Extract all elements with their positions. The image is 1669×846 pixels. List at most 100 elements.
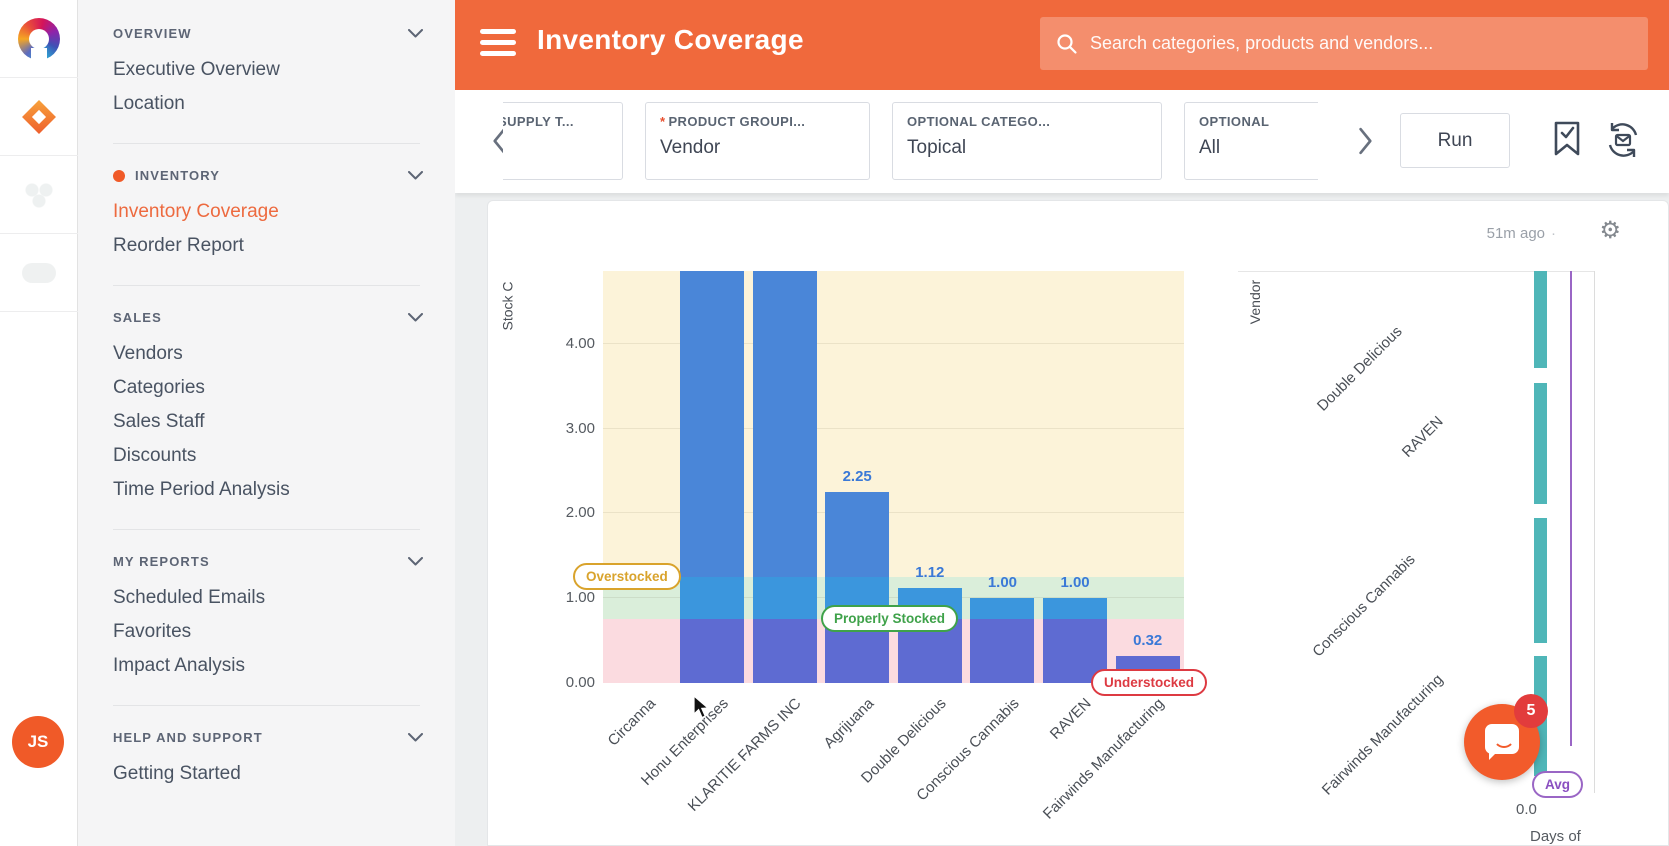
last-updated-label: 51m ago · xyxy=(1486,225,1556,242)
bar-value-label: 1.00 xyxy=(1060,574,1090,592)
sidebar-item-vendors[interactable]: Vendors xyxy=(113,343,183,364)
sidebar-item-sales-staff[interactable]: Sales Staff xyxy=(113,411,205,432)
sidebar-item-scheduled-emails[interactable]: Scheduled Emails xyxy=(113,587,266,608)
x-category-label: RAVEN xyxy=(1047,695,1096,743)
right-category-label: Conscious Cannabis xyxy=(1309,551,1420,661)
filter-card-label: OPTIONAL CATEGO... xyxy=(907,114,1051,129)
hbar-double-delicious[interactable] xyxy=(1534,271,1547,368)
hamburger-menu-icon[interactable] xyxy=(480,29,516,59)
bar-klaritie-farms-inc[interactable] xyxy=(752,577,817,620)
filter-bar: SUPPLY T... * PRODUCT GROUPI... Vendor OPTIO… xyxy=(455,90,1669,193)
sidebar-section-header[interactable]: INVENTORY xyxy=(113,168,423,183)
y-tick-label: 2.00 xyxy=(565,504,595,522)
search-input[interactable] xyxy=(1090,33,1632,54)
hbar-conscious-cannabis[interactable] xyxy=(1534,518,1547,643)
right-category-label: Fairwinds Manufacturing xyxy=(1318,671,1447,799)
diamond-icon xyxy=(22,99,56,134)
sidebar-item-getting-started[interactable]: Getting Started xyxy=(113,763,241,784)
filter-card-supply-t-[interactable]: SUPPLY T... xyxy=(503,102,623,180)
required-asterisk: * xyxy=(660,114,666,129)
bar-honu-enterprises[interactable] xyxy=(679,577,744,620)
sidebar-item-discounts[interactable]: Discounts xyxy=(113,445,197,466)
filter-card-label: PRODUCT GROUPI... xyxy=(668,114,806,129)
right-chart-y-axis-label: Vendor xyxy=(1247,279,1264,325)
rail-item-3[interactable] xyxy=(0,234,78,312)
sidebar-section-title: OVERVIEW xyxy=(113,26,192,41)
sidebar-item-favorites[interactable]: Favorites xyxy=(113,621,192,642)
rail-item-2[interactable] xyxy=(0,156,78,234)
filter-card-label: SUPPLY T... xyxy=(503,114,574,129)
sidebar-item-time-period-analysis[interactable]: Time Period Analysis xyxy=(113,479,290,500)
report-card: 51m ago · ⚙ Stock C Vendor Double Delicio… xyxy=(487,200,1669,846)
right-plot-border xyxy=(1594,271,1595,793)
filter-card-product-groupi-[interactable]: * PRODUCT GROUPI... Vendor xyxy=(645,102,870,180)
y-tick-label: 1.00 xyxy=(565,589,595,607)
right-x-tick-label: 0.0 xyxy=(1516,801,1537,818)
filter-card-value: Vendor xyxy=(660,137,721,158)
avg-reference-line xyxy=(1570,271,1572,746)
bookmark-check-icon[interactable] xyxy=(1553,120,1581,158)
cloud-icon xyxy=(22,262,56,283)
bar-klaritie-farms-inc[interactable] xyxy=(752,619,817,683)
bar-value-label: 1.00 xyxy=(987,574,1018,592)
run-button[interactable]: Run xyxy=(1400,113,1510,168)
sidebar-item-executive-overview[interactable]: Executive Overview xyxy=(113,59,280,80)
filter-card-optional[interactable]: OPTIONAL All xyxy=(1184,102,1318,180)
bar-value-label: 1.12 xyxy=(915,564,945,582)
rail-item-active[interactable] xyxy=(0,78,78,156)
sidebar-section-title: HELP AND SUPPORT xyxy=(113,730,263,745)
left-chart-y-axis-label: Stock C xyxy=(499,281,516,331)
sidebar-section-header[interactable]: MY REPORTS xyxy=(113,554,423,569)
filters-scroll-right-icon[interactable] xyxy=(1355,126,1377,156)
sidebar-item-reorder-report[interactable]: Reorder Report xyxy=(113,235,244,256)
chat-bubble-icon xyxy=(1485,724,1519,760)
right-x-axis-label: Days of xyxy=(1530,828,1581,845)
bar-klaritie-farms-inc[interactable] xyxy=(752,271,817,578)
sidebar-divider xyxy=(113,143,420,144)
bar-honu-enterprises[interactable] xyxy=(679,271,744,578)
schedule-email-icon[interactable] xyxy=(1603,120,1643,160)
bar-conscious-cannabis[interactable] xyxy=(970,619,1035,683)
y-tick-label: 4.00 xyxy=(565,334,595,352)
avg-pill: Avg xyxy=(1532,771,1584,798)
sidebar-section-title: SALES xyxy=(113,310,162,325)
inventory-active-dot-icon xyxy=(113,169,125,182)
gridline xyxy=(603,512,1184,514)
x-category-label: Circanna xyxy=(604,695,660,750)
x-category-label: Fairwinds Manufacturing xyxy=(1040,695,1168,823)
chevron-down-icon xyxy=(408,733,423,742)
bar-conscious-cannabis[interactable] xyxy=(970,598,1035,620)
global-search xyxy=(1040,17,1648,70)
app-icon-rail: JS xyxy=(0,0,78,846)
apps-icon xyxy=(24,181,54,208)
y-tick-label: 0.00 xyxy=(565,674,595,691)
user-avatar[interactable]: JS xyxy=(12,716,64,768)
sidebar-section-header[interactable]: SALES xyxy=(113,310,423,325)
right-category-label: RAVEN xyxy=(1399,413,1448,461)
sidebar-item-impact-analysis[interactable]: Impact Analysis xyxy=(113,655,245,676)
sidebar-section-title: MY REPORTS xyxy=(113,554,210,569)
gridline xyxy=(603,427,1184,429)
sidebar-section-header[interactable]: OVERVIEW xyxy=(113,26,423,41)
bar-honu-enterprises[interactable] xyxy=(679,619,744,683)
sidebar-divider xyxy=(113,705,420,706)
chat-unread-badge: 5 xyxy=(1514,694,1548,728)
bar-raven[interactable] xyxy=(1043,598,1108,620)
sidebar-item-location[interactable]: Location xyxy=(113,93,185,114)
sidebar-item-inventory-coverage[interactable]: Inventory Coverage xyxy=(113,201,279,222)
top-header-bar: Inventory Coverage xyxy=(455,0,1669,90)
settings-gear-icon[interactable]: ⚙ xyxy=(1599,217,1621,244)
filter-card-optional-catego-[interactable]: OPTIONAL CATEGO... Topical xyxy=(892,102,1162,180)
sidebar-section-header[interactable]: HELP AND SUPPORT xyxy=(113,730,423,745)
filters-scroll-left-icon[interactable] xyxy=(488,126,510,156)
filter-cards-strip: SUPPLY T... * PRODUCT GROUPI... Vendor OPTIO… xyxy=(503,90,1318,193)
app-logo[interactable] xyxy=(0,0,78,78)
hbar-raven[interactable] xyxy=(1534,383,1547,504)
zone-pill-understocked: Understocked xyxy=(1091,669,1208,696)
sidebar-section: HELP AND SUPPORT Getting Started xyxy=(78,730,455,791)
bar-value-label: 0.32 xyxy=(1133,631,1163,649)
chevron-down-icon xyxy=(408,171,423,180)
sidebar-nav: OVERVIEW Executive Overview Location INVENT… xyxy=(78,0,455,846)
bar-agrijuana[interactable] xyxy=(825,492,890,578)
sidebar-item-categories[interactable]: Categories xyxy=(113,377,205,398)
